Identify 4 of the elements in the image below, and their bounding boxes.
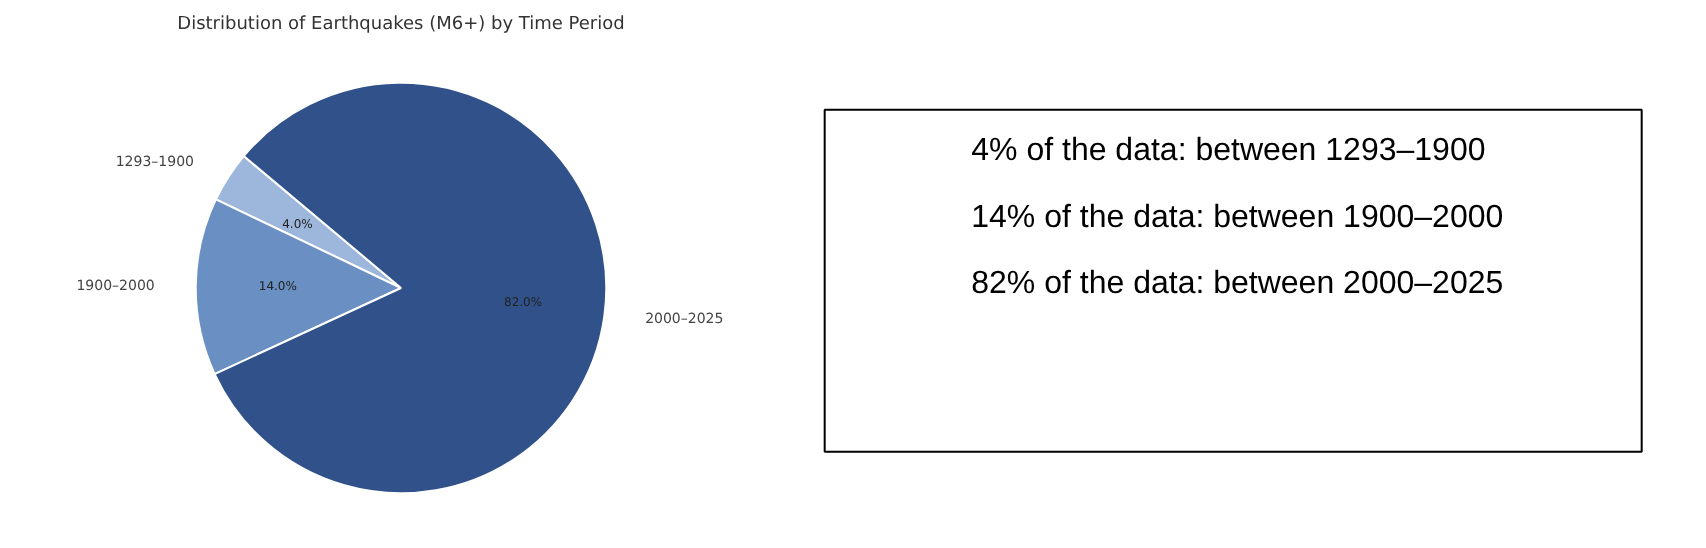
text: 82% of the data: between 2000–2025 [971,267,1504,302]
chart-title: Distribution of Earthquakes (M6+) by Time Period [177,15,625,35]
text: 14% of the data: between 1900–2000 [971,200,1504,235]
text: 4% of the data: between 1293–1900 [971,134,1486,169]
